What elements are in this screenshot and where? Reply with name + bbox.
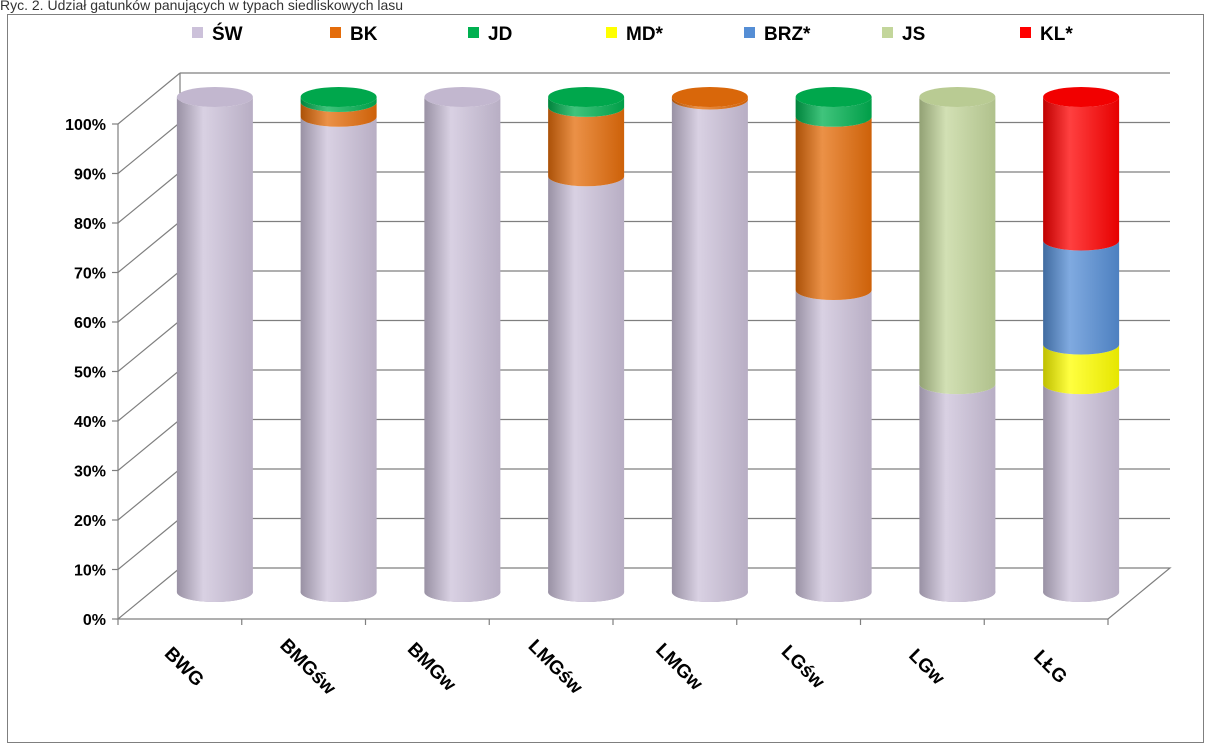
segment-BRZ* xyxy=(1043,240,1120,355)
segment-ŚW xyxy=(424,97,501,602)
legend-swatch xyxy=(1020,27,1031,38)
cylinder-top xyxy=(300,87,377,107)
cylinder-top xyxy=(424,87,501,107)
legend-item: BK xyxy=(330,24,378,45)
segment-ŚW xyxy=(548,176,625,602)
cylinder-BWG xyxy=(176,87,253,602)
legend-swatch xyxy=(744,27,755,38)
cylinder-top xyxy=(548,87,625,107)
legend-swatch xyxy=(882,27,893,38)
gridline-side xyxy=(117,369,181,422)
category-label: BWG xyxy=(160,643,208,691)
legend-label: BK xyxy=(350,24,378,45)
cylinder-BMGw xyxy=(424,87,501,602)
category-label: BMGśw xyxy=(275,635,339,699)
segment-KL* xyxy=(1043,97,1120,251)
segment-ŚW xyxy=(300,116,377,603)
legend-item: MD* xyxy=(606,24,664,45)
category-label: LMGśw xyxy=(524,636,587,699)
y-axis-tick-labels: 0% 10% 20% 30% 40% 50% 60% 70% 80% 90% 100% xyxy=(65,117,106,629)
legend-swatch xyxy=(606,27,617,38)
segment-MD* xyxy=(1043,344,1120,395)
cylinder-top xyxy=(795,87,872,107)
cylinder-LGśw xyxy=(795,87,872,602)
segment-JD xyxy=(548,97,625,117)
legend-item: JD xyxy=(468,24,512,45)
cylinder-LGw xyxy=(919,87,996,602)
legend-label: ŚW xyxy=(212,23,243,45)
y-tick-label: 70% xyxy=(74,266,106,283)
legend-item: BRZ* xyxy=(744,24,811,45)
y-tick-label: 80% xyxy=(74,216,106,233)
legend-item: KL* xyxy=(1020,24,1073,45)
cylinder-LMGw xyxy=(671,87,748,602)
category-label: LGw xyxy=(904,645,948,689)
legend-item: JS xyxy=(882,24,925,45)
chart-gridlines xyxy=(117,72,1170,570)
segment-JS xyxy=(919,97,996,395)
category-label: LGśw xyxy=(777,641,829,693)
segment-JD xyxy=(795,97,872,127)
legend-label: JD xyxy=(488,24,512,45)
segment-BK xyxy=(795,116,872,301)
gridline-side xyxy=(117,419,181,471)
segment-ŚW xyxy=(1043,384,1120,602)
y-tick-label: 0% xyxy=(83,612,106,629)
y-tick-label: 60% xyxy=(74,315,106,332)
legend-label: JS xyxy=(902,24,925,45)
category-label: LMGw xyxy=(651,640,706,695)
segment-ŚW xyxy=(795,290,872,602)
cylinder-top xyxy=(1043,87,1120,107)
category-label: BMGw xyxy=(403,639,460,696)
gridline-side xyxy=(117,468,181,521)
legend-swatch xyxy=(192,27,203,38)
segment-JD xyxy=(300,97,377,112)
gridline-side xyxy=(117,270,181,323)
legend-label: BRZ* xyxy=(764,24,811,45)
gridline-side xyxy=(117,320,181,372)
cylinder-LŁG xyxy=(1043,87,1120,602)
y-tick-label: 20% xyxy=(74,513,106,530)
cylinder-LMGśw xyxy=(548,87,625,602)
chart-walls xyxy=(116,73,1172,620)
y-tick-label: 90% xyxy=(74,167,106,184)
gridline-side xyxy=(117,122,181,174)
legend-item: ŚW xyxy=(192,23,243,45)
cylinder-BMGśw xyxy=(300,87,377,603)
cylinder-top xyxy=(671,87,748,107)
y-tick-label: 50% xyxy=(74,365,106,382)
chart-axes xyxy=(112,123,1109,625)
y-tick-label: 30% xyxy=(74,464,106,481)
y-tick-label: 100% xyxy=(65,117,106,134)
legend-swatch xyxy=(468,27,479,38)
chart-legend: ŚW BK JD MD* BRZ* JS KL* xyxy=(192,23,1073,45)
gridline-side xyxy=(117,171,181,224)
legend-label: KL* xyxy=(1040,24,1073,45)
category-label: LŁG xyxy=(1029,646,1071,688)
gridline-side xyxy=(117,221,181,273)
figure-caption: Ryc. 2. Udział gatunków panujących w typ… xyxy=(0,0,404,13)
segment-ŚW xyxy=(176,97,253,602)
segment-ŚW xyxy=(671,99,748,602)
y-tick-label: 10% xyxy=(74,563,106,580)
segment-ŚW xyxy=(919,384,996,602)
legend-swatch xyxy=(330,27,341,38)
segment-BK xyxy=(300,101,377,127)
cylinder-top xyxy=(919,87,996,107)
legend-label: MD* xyxy=(626,24,664,45)
x-axis-category-labels: BWG BMGśw BMGw LMGśw LMGw LGśw LGw LŁG xyxy=(160,635,1071,699)
segment-BK xyxy=(671,97,748,110)
chart-bars xyxy=(176,87,1120,603)
chart-floor xyxy=(116,567,1172,620)
y-tick-label: 40% xyxy=(74,414,106,431)
cylinder-top xyxy=(176,87,253,107)
gridline-side xyxy=(117,518,181,570)
segment-BK xyxy=(548,106,625,187)
gridline-side xyxy=(117,72,181,125)
